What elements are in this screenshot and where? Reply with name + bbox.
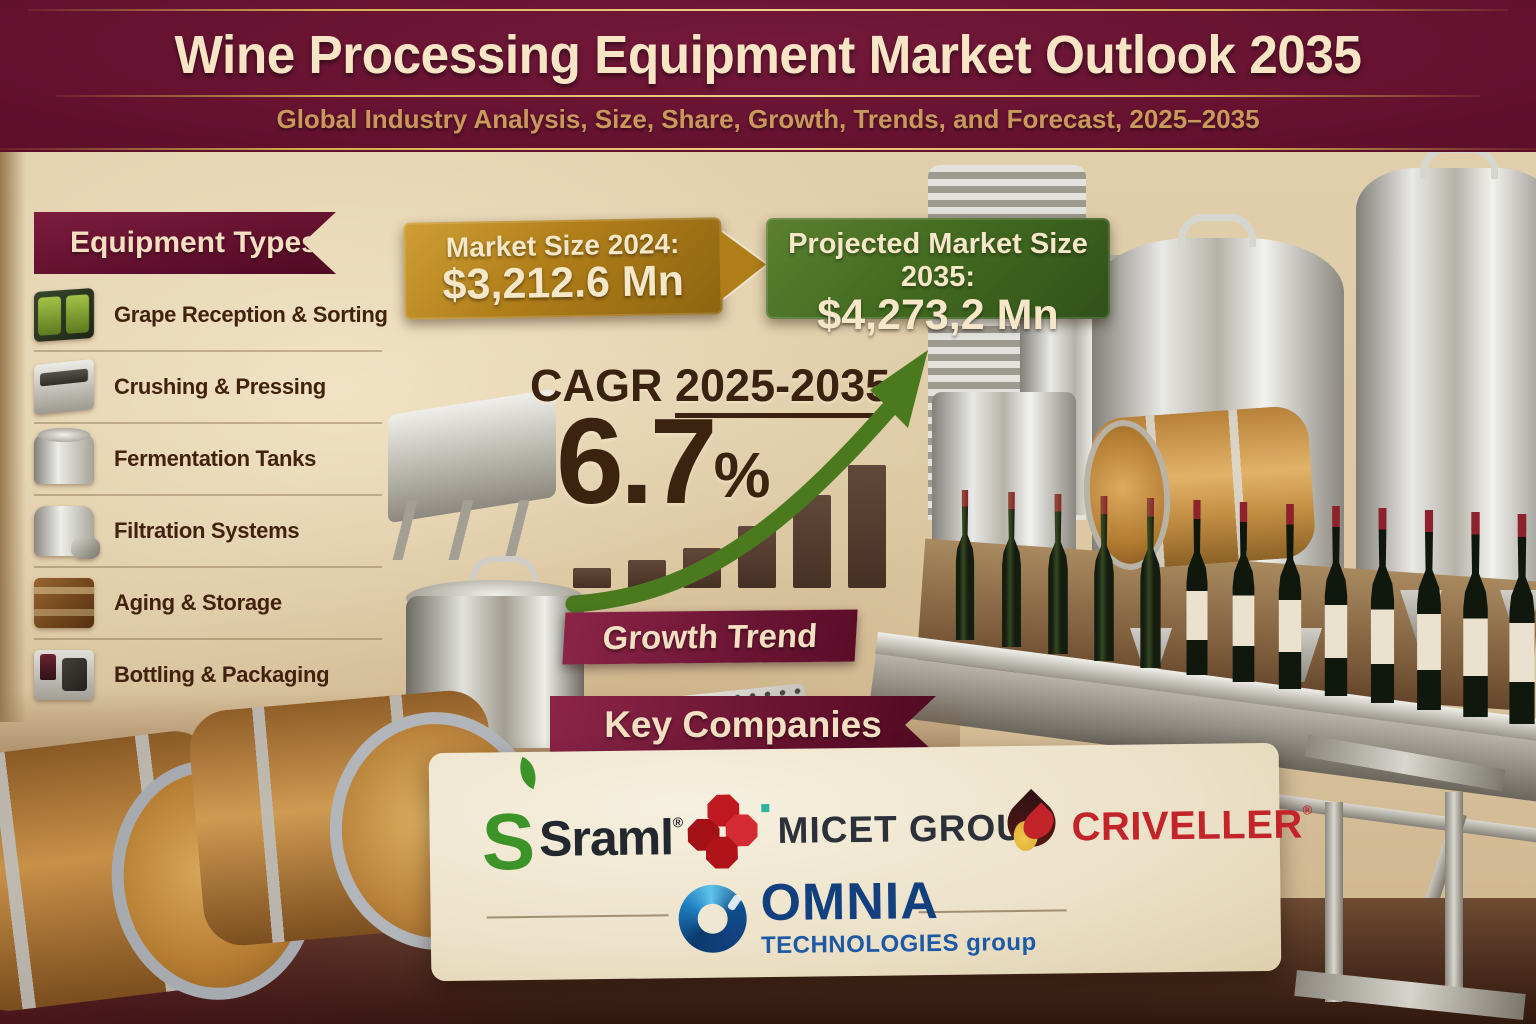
equipment-types-ribbon: Equipment Types — [34, 212, 336, 274]
ring-highlight — [726, 893, 743, 912]
aging-cask-icon — [34, 578, 94, 628]
equipment-types-title: Equipment Types — [70, 226, 318, 259]
equipment-types-list: Grape Reception & Sorting Crushing & Pre… — [34, 280, 388, 710]
machine-beam — [1304, 734, 1506, 792]
list-item: Crushing & Pressing — [34, 352, 382, 424]
ring-hole — [697, 903, 728, 934]
criveller-drop-icon — [997, 788, 1066, 862]
page-subtitle: Global Industry Analysis, Size, Share, G… — [276, 104, 1260, 134]
cagr-prefix: CAGR — [530, 360, 675, 411]
page-title: Wine Processing Equipment Market Outlook… — [174, 25, 1362, 85]
omnia-ring-icon — [678, 884, 748, 954]
machine-post — [1325, 802, 1343, 1002]
list-item-label: Bottling & Packaging — [114, 662, 330, 687]
bottling-machine-icon — [34, 650, 94, 700]
growth-trend-label: Growth Trend — [601, 616, 819, 657]
list-item: Bottling & Packaging — [34, 640, 382, 710]
key-companies-card: S Sraml ® MICET GROUP CRIVELLER ® — [428, 742, 1312, 982]
omnia-subname: TECHNOLOGIES group — [760, 928, 1037, 959]
registered-mark: ® — [1302, 801, 1313, 818]
market-size-2024-value: $3,212.6 Mn — [442, 256, 685, 310]
sraml-logo: S Sraml ® — [481, 756, 684, 887]
machine-base — [1294, 970, 1526, 1020]
list-item: Aging & Storage — [34, 568, 382, 640]
gold-divider-line — [0, 148, 1536, 150]
criveller-wordmark: CRIVELLER — [1071, 802, 1304, 849]
fermentation-tank-icon — [34, 428, 94, 484]
cagr-range: 2025-2035 — [675, 360, 891, 418]
cagr-value: 6.7% — [556, 400, 771, 522]
projected-market-size-2035-banner: Projected Market Size 2035: $4,273,2 Mn — [766, 218, 1110, 337]
micet-accent-dot — [761, 804, 770, 813]
bottling-frame-machine — [1294, 734, 1536, 1024]
list-item: Filtration Systems — [34, 496, 382, 568]
list-item-label: Crushing & Pressing — [114, 374, 326, 399]
list-item-label: Grape Reception & Sorting — [114, 302, 388, 327]
cagr-number: 6.7 — [556, 393, 718, 529]
market-size-2035-label: Projected Market Size 2035: — [788, 228, 1088, 293]
omnia-technologies-logo: OMNIA TECHNOLOGIES group — [678, 871, 1037, 962]
header-band: Wine Processing Equipment Market Outlook… — [0, 0, 1536, 152]
machine-post — [1445, 792, 1463, 1002]
criveller-logo: CRIVELLER ® — [997, 782, 1313, 870]
list-item-label: Aging & Storage — [114, 590, 282, 615]
list-item: Fermentation Tanks — [34, 424, 382, 496]
key-companies-ribbon: Key Companies — [550, 696, 936, 754]
left-edge-shadow — [0, 152, 26, 722]
market-size-2024-banner: Market Size 2024: $3,212.6 Mn — [403, 217, 767, 320]
divider-line — [486, 914, 669, 919]
omnia-wordmark: OMNIA TECHNOLOGIES group — [760, 871, 1037, 959]
growth-arrow-icon — [565, 350, 928, 613]
market-size-2035-value: $4,273,2 Mn — [817, 291, 1059, 339]
tank-handle-icon — [470, 556, 538, 588]
omnia-name: OMNIA — [760, 871, 940, 932]
tank-handle-icon — [1178, 214, 1256, 247]
sraml-s-mark: S — [481, 796, 536, 887]
sraml-leaf-icon — [512, 756, 543, 790]
cagr-label: CAGR 2025-2035 — [530, 360, 891, 418]
micet-group-logo: MICET GROUP — [687, 788, 1050, 872]
micet-cluster-icon — [687, 794, 756, 869]
list-item: Grape Reception & Sorting — [34, 280, 388, 352]
gold-divider-line — [56, 95, 1480, 97]
sraml-wordmark: Sraml — [538, 809, 674, 867]
growth-bar — [573, 568, 611, 588]
filtration-unit-icon — [34, 506, 100, 559]
percent-sign: % — [713, 439, 771, 511]
crusher-press-icon — [34, 358, 94, 416]
growth-trend-banner: Growth Trend — [562, 609, 858, 665]
gold-divider-line — [28, 9, 1508, 11]
sorting-table-legs — [392, 500, 548, 560]
list-item-label: Filtration Systems — [114, 518, 300, 543]
key-companies-label: Key Companies — [604, 704, 882, 745]
grape-sorting-machine-icon — [34, 287, 94, 343]
growth-bar — [848, 465, 886, 588]
banner-arrow-icon — [719, 229, 767, 301]
list-item-label: Fermentation Tanks — [114, 446, 317, 471]
registered-mark: ® — [672, 814, 684, 831]
